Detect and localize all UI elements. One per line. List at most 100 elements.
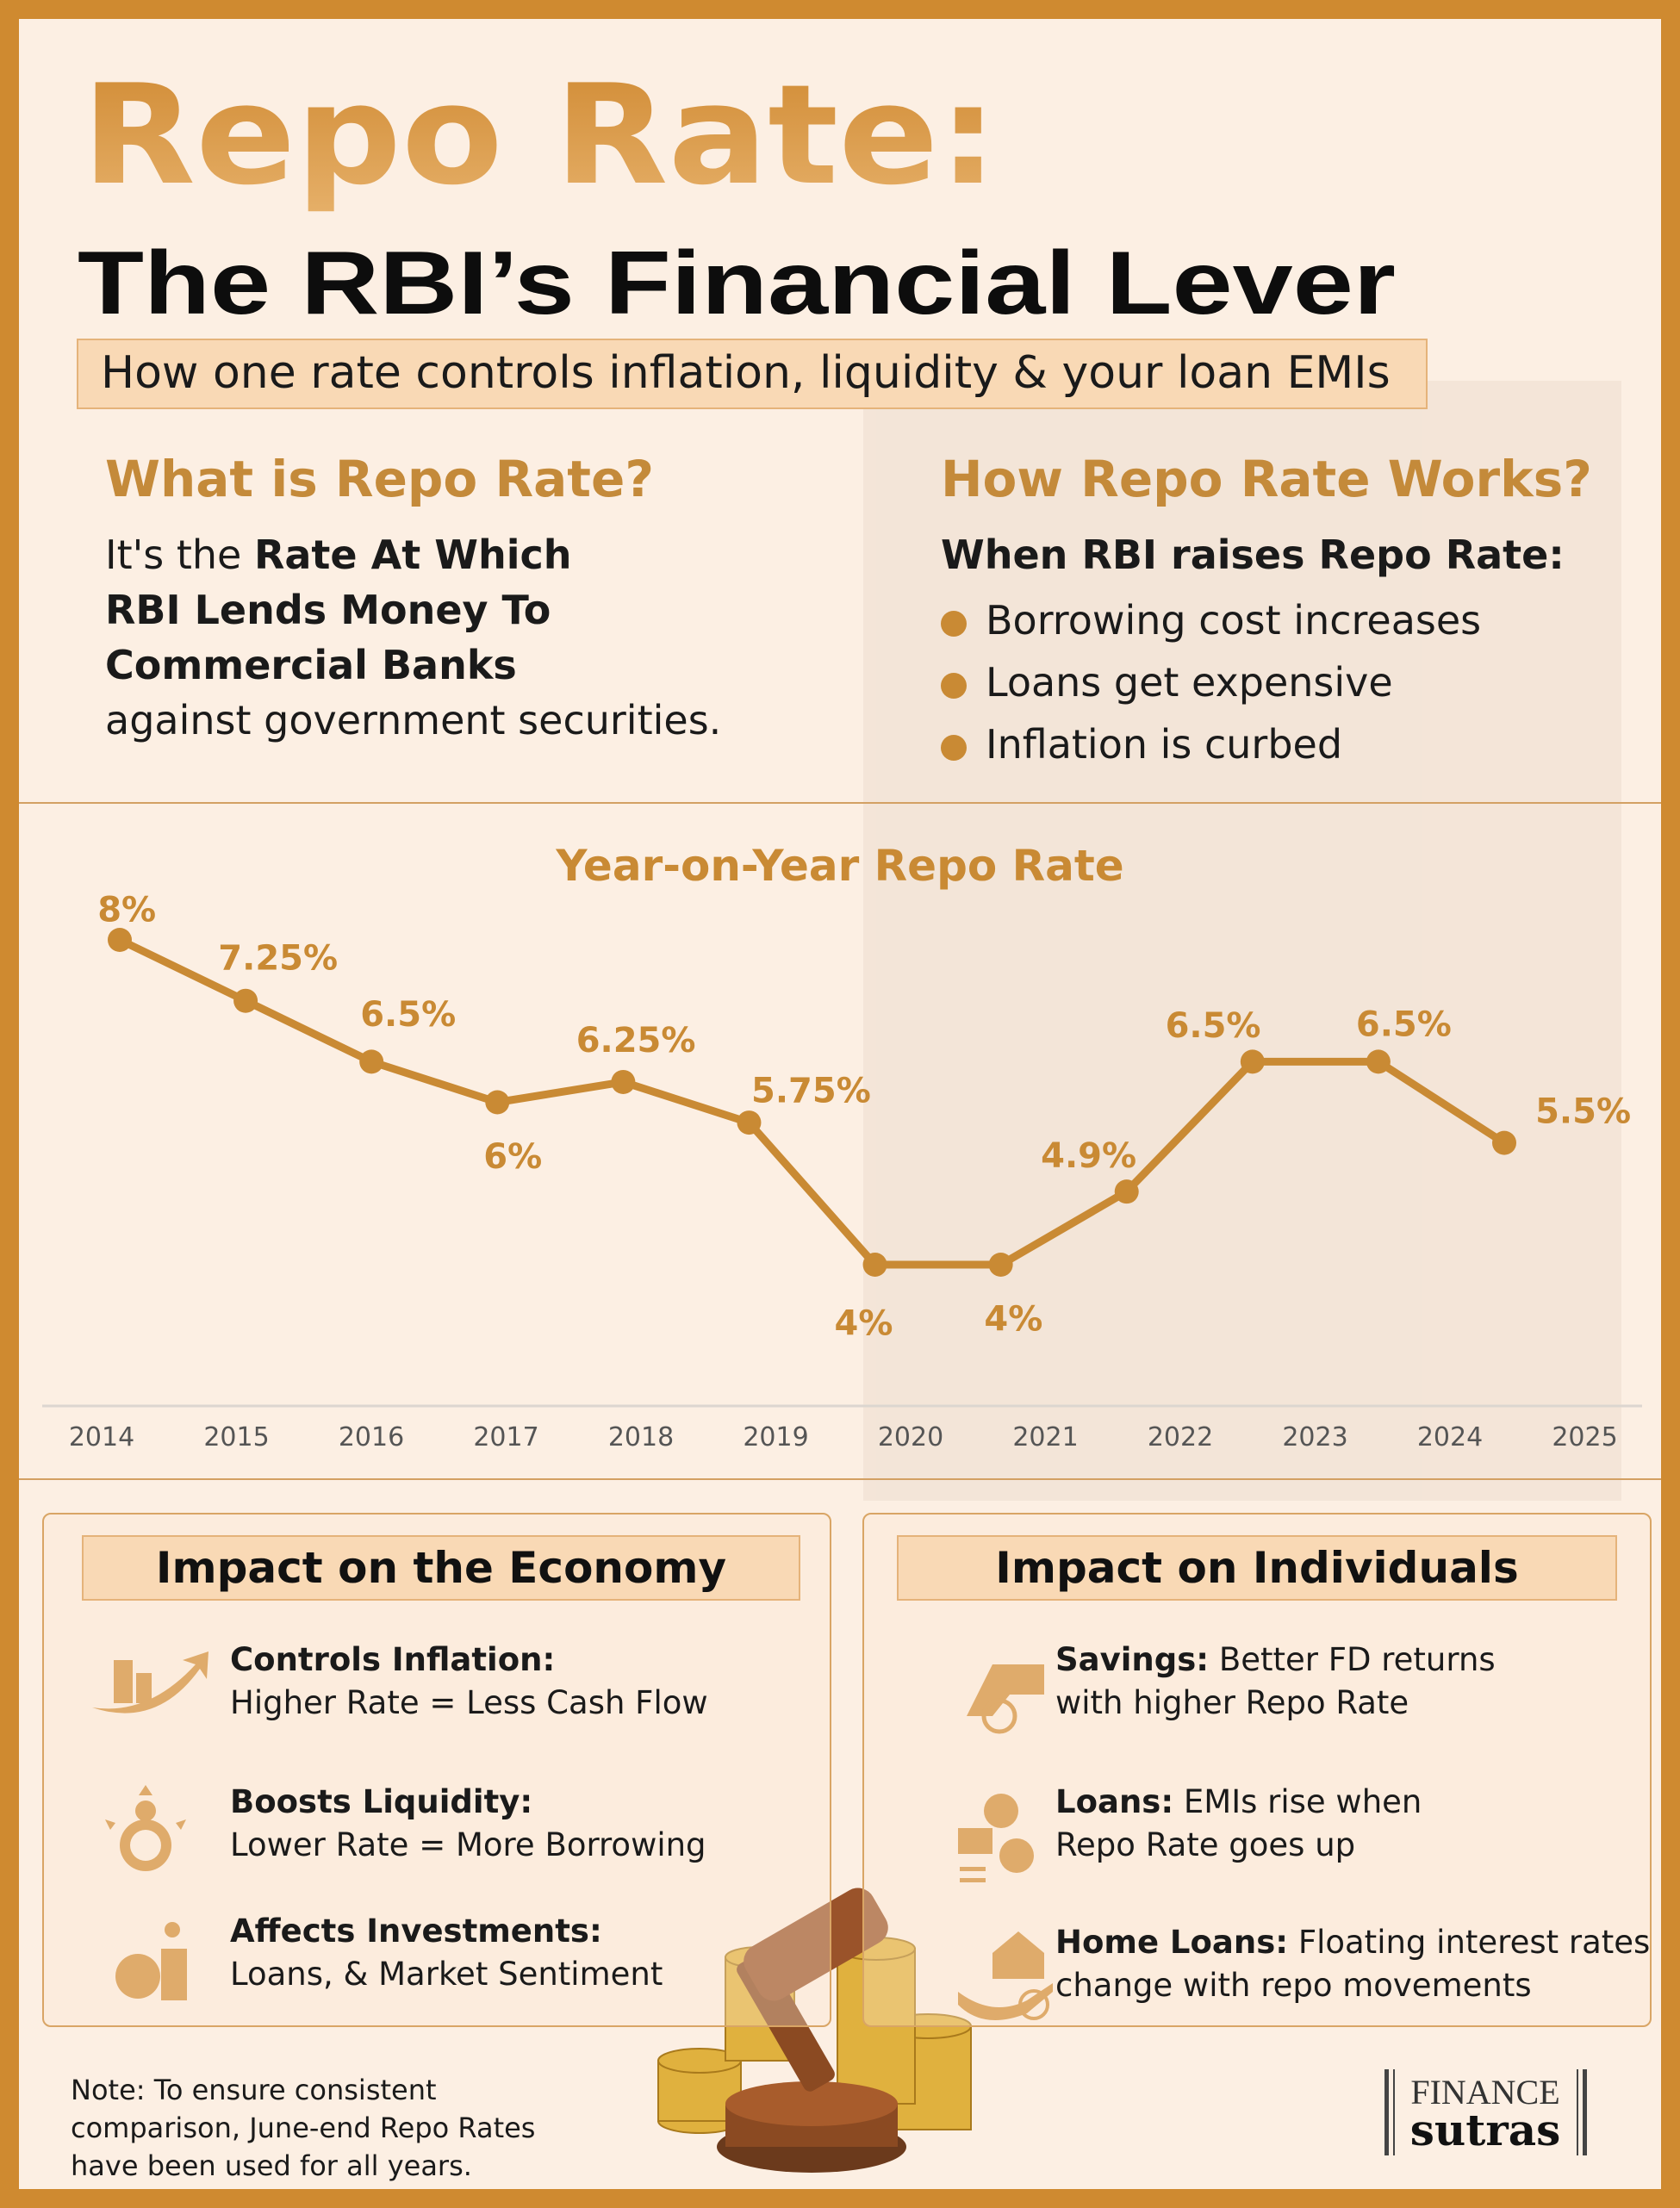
note: Note: To ensure consistent comparison, J…: [71, 2071, 535, 2185]
x-tick-label: 2017: [473, 1422, 538, 1452]
brand-top: FINANCE: [1410, 2073, 1559, 2112]
item-text: EMIs rise when: [1183, 1783, 1422, 1820]
point: [1114, 1179, 1139, 1204]
line: [118, 936, 1507, 1269]
note-line: comparison, June-end Repo Rates: [71, 2112, 536, 2144]
item-title: Boosts Liquidity:: [230, 1783, 533, 1820]
data-label: 6.5%: [360, 995, 456, 1035]
x-tick-label: 2018: [608, 1422, 674, 1452]
x-tick-label: 2019: [743, 1422, 808, 1452]
x-tick-label: 2022: [1148, 1422, 1213, 1452]
impact-item: Savings: Better FD returns with higher Re…: [1055, 1639, 1496, 1725]
x-tick-label: 2016: [339, 1422, 404, 1452]
data-label: 6.25%: [576, 1021, 696, 1060]
point: [359, 1049, 384, 1074]
note-line: Note: To ensure consistent: [71, 2074, 437, 2106]
point: [1492, 1130, 1516, 1155]
data-label: 8%: [97, 890, 156, 930]
point: [862, 1253, 887, 1277]
text: against government securities.: [105, 697, 722, 743]
text: It's the: [105, 532, 242, 578]
x-tick-label: 2023: [1282, 1422, 1347, 1452]
bullet-list: Borrowing cost increases Loans get expens…: [941, 589, 1481, 775]
item-title: Home Loans:: [1055, 1924, 1289, 1961]
bullet-dot: [941, 734, 967, 761]
data-label: 5.5%: [1535, 1092, 1631, 1131]
item-title: Loans:: [1055, 1783, 1174, 1820]
impact-item: Affects Investments: Loans, & Market Sent…: [230, 1910, 663, 1996]
x-tick-label: 2021: [1012, 1422, 1078, 1452]
item-title: Savings:: [1055, 1641, 1210, 1678]
item-text: Higher Rate = Less Cash Flow: [230, 1684, 708, 1721]
item-line: Loans: EMIs rise when: [1055, 1781, 1422, 1824]
item-title: Controls Inflation:: [230, 1641, 556, 1678]
lead: When RBI raises Repo Rate:: [941, 532, 1565, 578]
bullet: Loans get expensive: [941, 651, 1481, 713]
tagline: How one rate controls inflation, liquidi…: [101, 347, 1391, 399]
data-label: 4%: [984, 1299, 1042, 1339]
point: [233, 988, 258, 1013]
bullet: Borrowing cost increases: [941, 589, 1481, 651]
data-label: 6.5%: [1166, 1006, 1261, 1046]
highlight: RBI Lends Money To: [105, 587, 551, 633]
item-title: Affects Investments:: [230, 1913, 602, 1950]
section-heading: How Repo Rate Works?: [941, 450, 1592, 508]
impact-item: Boosts Liquidity: Lower Rate = More Borro…: [230, 1781, 706, 1867]
chart: Year-on-Year Repo Rate 8% 7.25% 6.5% 6% 6.25%…: [69, 841, 1631, 1452]
data-label: 5.75%: [751, 1072, 871, 1111]
item-line: Home Loans: Floating interest rates: [1055, 1921, 1650, 1964]
building-watermark: [863, 381, 1621, 1501]
item-text: with higher Repo Rate: [1055, 1684, 1409, 1721]
subtitle: The RBI’s Financial Lever: [78, 233, 1396, 333]
chart-title: Year-on-Year Repo Rate: [555, 841, 1123, 891]
icons: [92, 1651, 1053, 2020]
definition: It's the Rate At Which RBI Lends Money T…: [105, 527, 721, 748]
point: [737, 1110, 762, 1135]
point: [988, 1253, 1013, 1277]
x-tick-label: 2024: [1417, 1422, 1483, 1452]
data-label: 4%: [835, 1303, 893, 1343]
highlight: Commercial Banks: [105, 642, 517, 688]
bullet-text: Loans get expensive: [986, 659, 1393, 706]
item-line: Savings: Better FD returns: [1055, 1639, 1496, 1682]
brand-logo: FINANCE sutras: [1384, 2069, 1587, 2155]
item-text: Repo Rate goes up: [1055, 1826, 1356, 1863]
item-text: Better FD returns: [1218, 1641, 1496, 1678]
background: Repo Rate: The RBI’s Financial Lever How…: [19, 54, 1661, 2173]
bullet: Inflation is curbed: [941, 713, 1481, 775]
tagline-box: [77, 339, 1428, 409]
panel-heading: Impact on the Economy: [82, 1535, 800, 1601]
point: [485, 1090, 510, 1115]
item-text: Lower Rate = More Borrowing: [230, 1826, 706, 1863]
gavel-illustration: [657, 1888, 972, 2173]
data-label: 6.5%: [1356, 1005, 1452, 1045]
impact-item: Controls Inflation: Higher Rate = Less Ca…: [230, 1639, 708, 1725]
x-tick-label: 2025: [1552, 1422, 1617, 1452]
bullet-text: Inflation is curbed: [986, 721, 1343, 768]
bullet-text: Borrowing cost increases: [986, 597, 1482, 644]
point: [1240, 1049, 1265, 1074]
impact-item: Home Loans: Floating interest rates chang…: [1055, 1921, 1650, 2007]
bullet-dot: [941, 672, 967, 699]
item-text: Floating interest rates: [1297, 1924, 1651, 1961]
x-tick-label: 2015: [203, 1422, 269, 1452]
data-label: 7.25%: [218, 938, 338, 978]
item-text: Loans, & Market Sentiment: [230, 1956, 663, 1993]
point: [1366, 1049, 1391, 1074]
data-label: 6%: [483, 1137, 542, 1177]
section-heading: What is Repo Rate?: [105, 450, 654, 508]
x-tick-label: 2014: [69, 1422, 134, 1452]
item-text: change with repo movements: [1055, 1967, 1532, 2004]
impact-item: Loans: EMIs rise when Repo Rate goes up: [1055, 1781, 1422, 1867]
point: [108, 928, 132, 952]
x-tick-label: 2020: [878, 1422, 943, 1452]
panel-heading: Impact on Individuals: [897, 1535, 1617, 1601]
bullet-dot: [941, 610, 967, 637]
note-line: have been used for all years.: [71, 2149, 472, 2182]
data-label: 4.9%: [1041, 1136, 1136, 1176]
title: Repo Rate:: [82, 54, 998, 215]
brand-bottom: sutras: [1410, 2105, 1561, 2155]
highlight: Rate At Which: [253, 532, 572, 578]
point: [611, 1069, 636, 1094]
